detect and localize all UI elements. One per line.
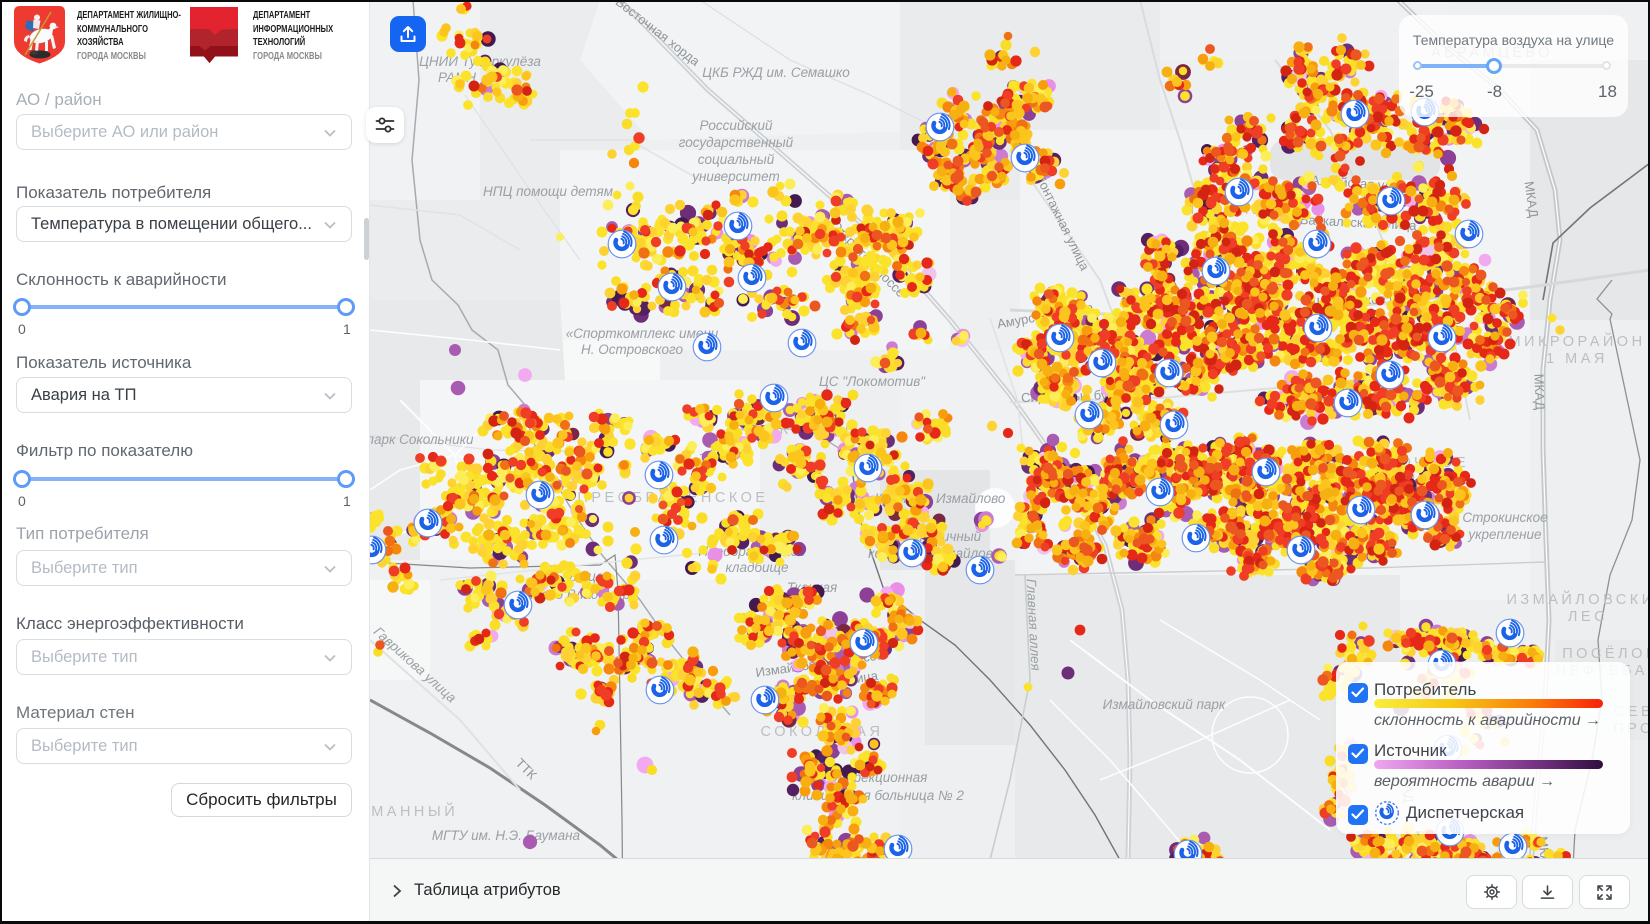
svg-text:Инфекционная: Инфекционная <box>833 770 928 785</box>
svg-text:МИКРОРАЙОН: МИКРОРАЙОН <box>1508 332 1645 350</box>
svg-text:государственный: государственный <box>679 135 794 150</box>
svg-text:«Спорткомплекс имени: «Спорткомплекс имени <box>566 326 719 341</box>
svg-text:университет: университет <box>691 169 780 184</box>
svg-text:Измайловский парк: Измайловский парк <box>1103 697 1226 712</box>
svg-text:МГТУ им. Н.Э. Баумана: МГТУ им. Н.Э. Баумана <box>432 828 581 843</box>
svg-text:парк Сокольники: парк Сокольники <box>370 432 474 447</box>
svg-text:1 МАЯ: 1 МАЯ <box>1546 351 1608 367</box>
svg-text:социальный: социальный <box>698 152 775 167</box>
svg-text:БАСМАННЫЙ: БАСМАННЫЙ <box>370 802 458 820</box>
svg-text:Российский: Российский <box>699 118 773 133</box>
svg-text:ЦС "Локомотив": ЦС "Локомотив" <box>819 374 926 389</box>
svg-text:МКАД: МКАД <box>1522 180 1542 218</box>
svg-text:укрепление: укрепление <box>1467 527 1541 542</box>
svg-text:ЦКБ РЖД им. Семашко: ЦКБ РЖД им. Семашко <box>702 65 850 80</box>
svg-text:ЛЕС: ЛЕС <box>1568 609 1608 625</box>
svg-text:ПОСЁЛОК: ПОСЁЛОК <box>1562 645 1650 662</box>
svg-text:Главная аллея: Главная аллея <box>1024 578 1044 671</box>
svg-text:НПЦ помощи детям: НПЦ помощи детям <box>483 184 613 199</box>
svg-text:МКАД: МКАД <box>1531 373 1547 410</box>
svg-text:кладбище: кладбище <box>725 560 788 575</box>
svg-text:Строкинское: Строкинское <box>1462 510 1547 525</box>
svg-text:ИЗМАЙЛОВСКИЙ: ИЗМАЙЛОВСКИЙ <box>1506 590 1650 608</box>
svg-text:Н. Островского: Н. Островского <box>581 342 684 357</box>
